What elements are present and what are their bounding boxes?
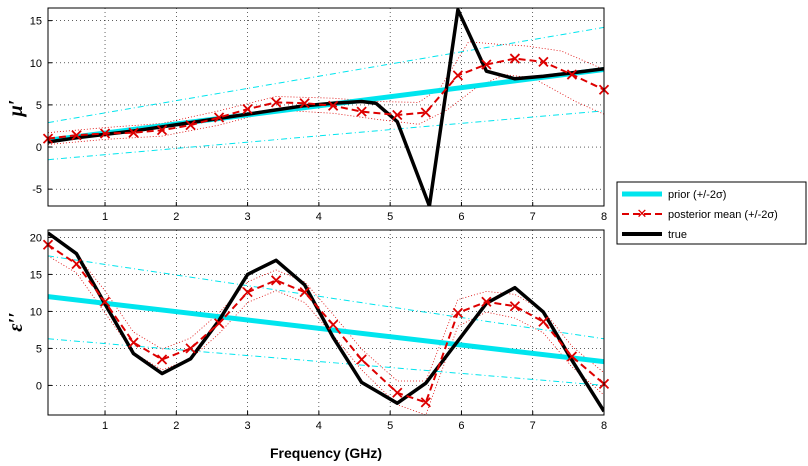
mu-series-posterior-line	[48, 57, 604, 140]
mu-posterior-point	[71, 130, 82, 141]
eps-posterior-point	[538, 316, 549, 327]
mu-posterior-point	[452, 70, 464, 81]
mu-posterior-point	[213, 112, 225, 123]
legend: prior (+/-2σ) ✕ posterior mean (+/-2σ) t…	[616, 181, 807, 245]
eps-posterior-point	[420, 397, 431, 408]
eps-ytick-label: 0	[36, 380, 42, 392]
mu-posterior-point	[299, 98, 310, 109]
eps-ytick-label: 15	[30, 269, 42, 281]
eps-posterior-point	[242, 287, 253, 298]
mu-series-true-line	[48, 8, 604, 206]
mu-posterior-point	[356, 106, 367, 117]
eps-xtick-label: 7	[530, 420, 536, 432]
mu-posterior-point	[420, 107, 431, 118]
mu-posterior-point	[538, 56, 549, 68]
eps-series-prior-band-line	[48, 338, 604, 386]
eps-posterior-point	[99, 296, 111, 307]
eps-xtick-label: 3	[245, 420, 251, 432]
mu-xtick-label: 2	[173, 211, 179, 223]
eps-xtick-label: 1	[102, 420, 108, 432]
eps-posterior-point	[327, 319, 339, 330]
mu-xtick-label: 8	[601, 211, 607, 223]
mu-xtick-label: 5	[387, 211, 393, 223]
mu-posterior-point	[327, 100, 339, 111]
mu-ytick-label: 5	[36, 100, 42, 112]
mu-xtick-label: 6	[458, 211, 464, 223]
eps-posterior-point	[270, 275, 282, 286]
legend-prior-label: prior (+/-2σ)	[668, 189, 726, 201]
eps-panel: 1 2 3 4 5 6 7 8 0 5 10 15 20 ε′′ Frequency (GHz)	[5, 229, 610, 461]
eps-posterior-point	[392, 387, 403, 398]
eps-xtick-label: 5	[387, 420, 393, 432]
mu-posterior-point	[128, 127, 139, 138]
eps-posterior-point	[213, 318, 225, 329]
mu-series-prior-band-line	[48, 110, 604, 161]
eps-posterior-point	[156, 354, 168, 365]
mu-xtick-label: 1	[102, 211, 108, 223]
eps-series-true-line	[48, 231, 604, 413]
eps-ylabel: ε′′	[5, 312, 27, 331]
mu-ylabel: μ′	[5, 100, 27, 118]
mu-grid	[48, 8, 605, 206]
eps-posterior-point	[128, 337, 139, 348]
eps-xlabel: Frequency (GHz)	[270, 445, 382, 461]
mu-series	[42, 8, 610, 206]
mu-posterior-point	[481, 59, 492, 70]
mu-posterior-point	[566, 69, 578, 80]
eps-posterior-point	[356, 354, 367, 365]
eps-posterior-point	[71, 258, 82, 270]
legend-true-label: true	[668, 229, 687, 241]
legend-posterior-label: posterior mean (+/-2σ)	[668, 209, 778, 221]
eps-xtick-label: 6	[458, 420, 464, 432]
eps-xtick-label: 8	[601, 420, 607, 432]
eps-series	[42, 231, 610, 415]
eps-posterior-point	[185, 343, 196, 354]
mu-series-prior-band-line	[48, 26, 604, 124]
mu-panel: 1 2 3 4 5 6 7 8 -5 0 5 10 15 μ′	[5, 7, 610, 223]
mu-ytick-label: 10	[30, 58, 42, 70]
mu-posterior-point	[242, 103, 253, 115]
eps-posterior-point	[509, 301, 521, 312]
mu-xtick-label: 4	[316, 211, 322, 223]
eps-series-posterior-band-line	[48, 233, 604, 382]
legend-posterior-marker: ✕	[637, 207, 648, 222]
eps-series-prior-line	[48, 294, 604, 365]
mu-ticks: 1 2 3 4 5 6 7 8 -5 0 5 10 15	[30, 16, 607, 223]
eps-xtick-label: 2	[173, 420, 179, 432]
mu-posterior-point	[392, 109, 403, 121]
mu-posterior-point	[509, 53, 521, 64]
eps-ytick-label: 5	[36, 343, 42, 355]
eps-posterior-point	[566, 351, 578, 362]
eps-ticks: 1 2 3 4 5 6 7 8 0 5 10 15 20	[30, 232, 607, 432]
mu-xtick-label: 3	[245, 211, 251, 223]
mu-ytick-label: 15	[30, 16, 42, 28]
eps-posterior-point	[481, 296, 492, 307]
mu-posterior-point	[185, 119, 196, 131]
mu-posterior-point	[99, 128, 111, 139]
eps-xtick-label: 4	[316, 420, 322, 432]
eps-posterior-point	[452, 307, 464, 319]
eps-ytick-label: 10	[30, 306, 42, 318]
mu-posterior-point	[270, 97, 282, 108]
mu-posterior-point	[156, 125, 168, 136]
eps-series-prior-band-line	[48, 255, 604, 340]
eps-series-posterior-line	[48, 243, 604, 404]
eps-axes-box	[47, 229, 605, 416]
eps-posterior-point	[299, 287, 310, 298]
mu-ytick-label: 0	[36, 142, 42, 154]
mu-axes-box	[47, 7, 605, 207]
mu-ytick-label: -5	[32, 184, 42, 196]
eps-ytick-label: 20	[30, 232, 42, 244]
mu-xtick-label: 7	[530, 211, 536, 223]
